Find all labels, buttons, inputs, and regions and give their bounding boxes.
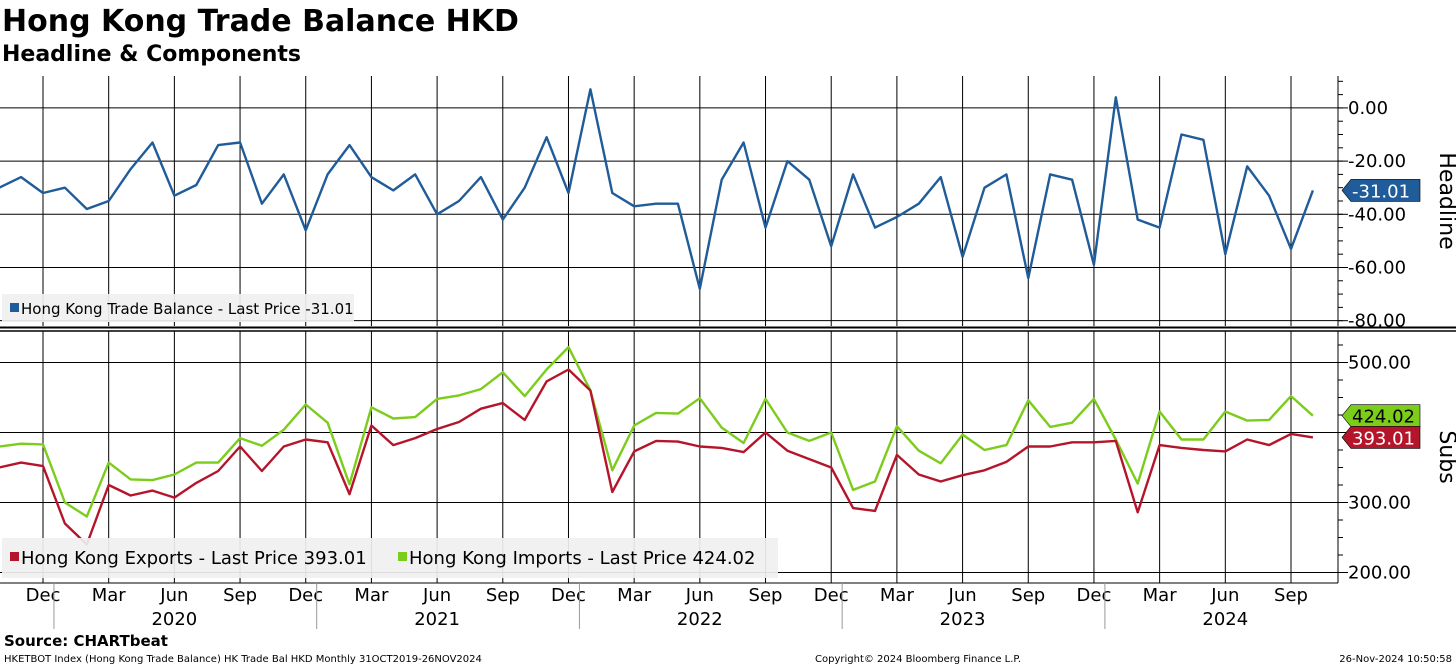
x-month-label-jun-10: Jun (685, 585, 714, 606)
trade-balance-line (0, 88, 1315, 290)
x-month-label-mar-1: Mar (92, 585, 127, 606)
x-month-label-jun-14: Jun (948, 585, 977, 606)
x-month-label-dec-8: Dec (551, 585, 586, 606)
x-year-label-2021: 2021 (414, 609, 460, 630)
legend-swatch-imports (398, 552, 407, 561)
x-month-label-sep-11: Sep (749, 585, 783, 606)
last-price-tag-exports-bg (1341, 426, 1421, 449)
x-month-label-dec-16: Dec (1077, 585, 1112, 606)
headline-panel: 0.00 -20.00 -40.00 -60.00 -80.00 Headline -31.… (0, 76, 1456, 332)
legend-label-imports: Hong Kong Imports - Last Price 424.02 (409, 548, 755, 569)
x-year-label-2020: 2020 (151, 609, 197, 630)
y-tick-label: -60.00 (1348, 257, 1406, 278)
x-month-label-sep-3: Sep (223, 585, 257, 606)
subs-panel: 500.00400.00300.00200.00Subs424.02393.01… (0, 331, 1456, 584)
source-note: Source: CHARTbeat (4, 632, 168, 650)
y-tick-label: 300.00 (1348, 493, 1411, 514)
axis-title-subs: Subs (1434, 430, 1456, 483)
legend-swatch-exports (10, 552, 19, 561)
x-month-label-dec-4: Dec (288, 585, 323, 606)
last-price-tag-imports: 424.02 (1352, 407, 1415, 428)
exports-line (0, 368, 1314, 546)
y-tick-label: 500.00 (1348, 353, 1411, 374)
y-tick-label: 0.00 (1348, 98, 1388, 119)
legend-subs-box (2, 538, 778, 578)
footer-timestamp: 26-Nov-2024 10:50:58 (1339, 654, 1452, 665)
y-tick-label: -40.00 (1348, 204, 1406, 225)
last-price-tag-balance-bg (1341, 179, 1421, 202)
x-month-label-sep-19: Sep (1274, 585, 1308, 606)
x-month-label-dec-0: Dec (26, 585, 61, 606)
y-tick-label: 200.00 (1348, 563, 1411, 584)
chart-title: Hong Kong Trade Balance HKD (2, 4, 519, 39)
last-price-tag-balance: -31.01 (1352, 181, 1410, 202)
axis-title-headline: Headline (1434, 152, 1456, 249)
chart-subtitle: Headline & Components (2, 42, 301, 67)
x-month-label-jun-2: Jun (159, 585, 188, 606)
y-tick-label: -20.00 (1348, 151, 1406, 172)
legend-swatch-balance (10, 303, 19, 312)
x-year-label-2024: 2024 (1202, 609, 1248, 630)
legend-label-exports: Hong Kong Exports - Last Price 393.01 (21, 548, 367, 569)
legend-headline-box (2, 294, 354, 322)
y-tick-label: -80.00 (1348, 311, 1406, 332)
x-month-label-sep-7: Sep (486, 585, 520, 606)
last-price-tag-exports: 393.01 (1352, 428, 1415, 449)
x-month-label-dec-12: Dec (814, 585, 849, 606)
x-month-label-sep-15: Sep (1011, 585, 1045, 606)
legend-label-balance: Hong Kong Trade Balance - Last Price -31… (21, 300, 354, 318)
x-year-label-2023: 2023 (940, 609, 986, 630)
x-year-label-2022: 2022 (677, 609, 723, 630)
x-month-label-mar-5: Mar (354, 585, 389, 606)
imports-line (0, 345, 1314, 518)
last-price-tag-imports-bg (1341, 404, 1421, 427)
x-month-label-jun-6: Jun (422, 585, 451, 606)
x-month-label-mar-13: Mar (880, 585, 915, 606)
footer-ticker-info: HKETBOT Index (Hong Kong Trade Balance) … (4, 654, 482, 665)
x-month-label-jun-18: Jun (1210, 585, 1239, 606)
x-month-label-mar-17: Mar (1143, 585, 1178, 606)
x-month-label-mar-9: Mar (617, 585, 652, 606)
footer-copyright: Copyright© 2024 Bloomberg Finance L.P. (815, 654, 1022, 665)
